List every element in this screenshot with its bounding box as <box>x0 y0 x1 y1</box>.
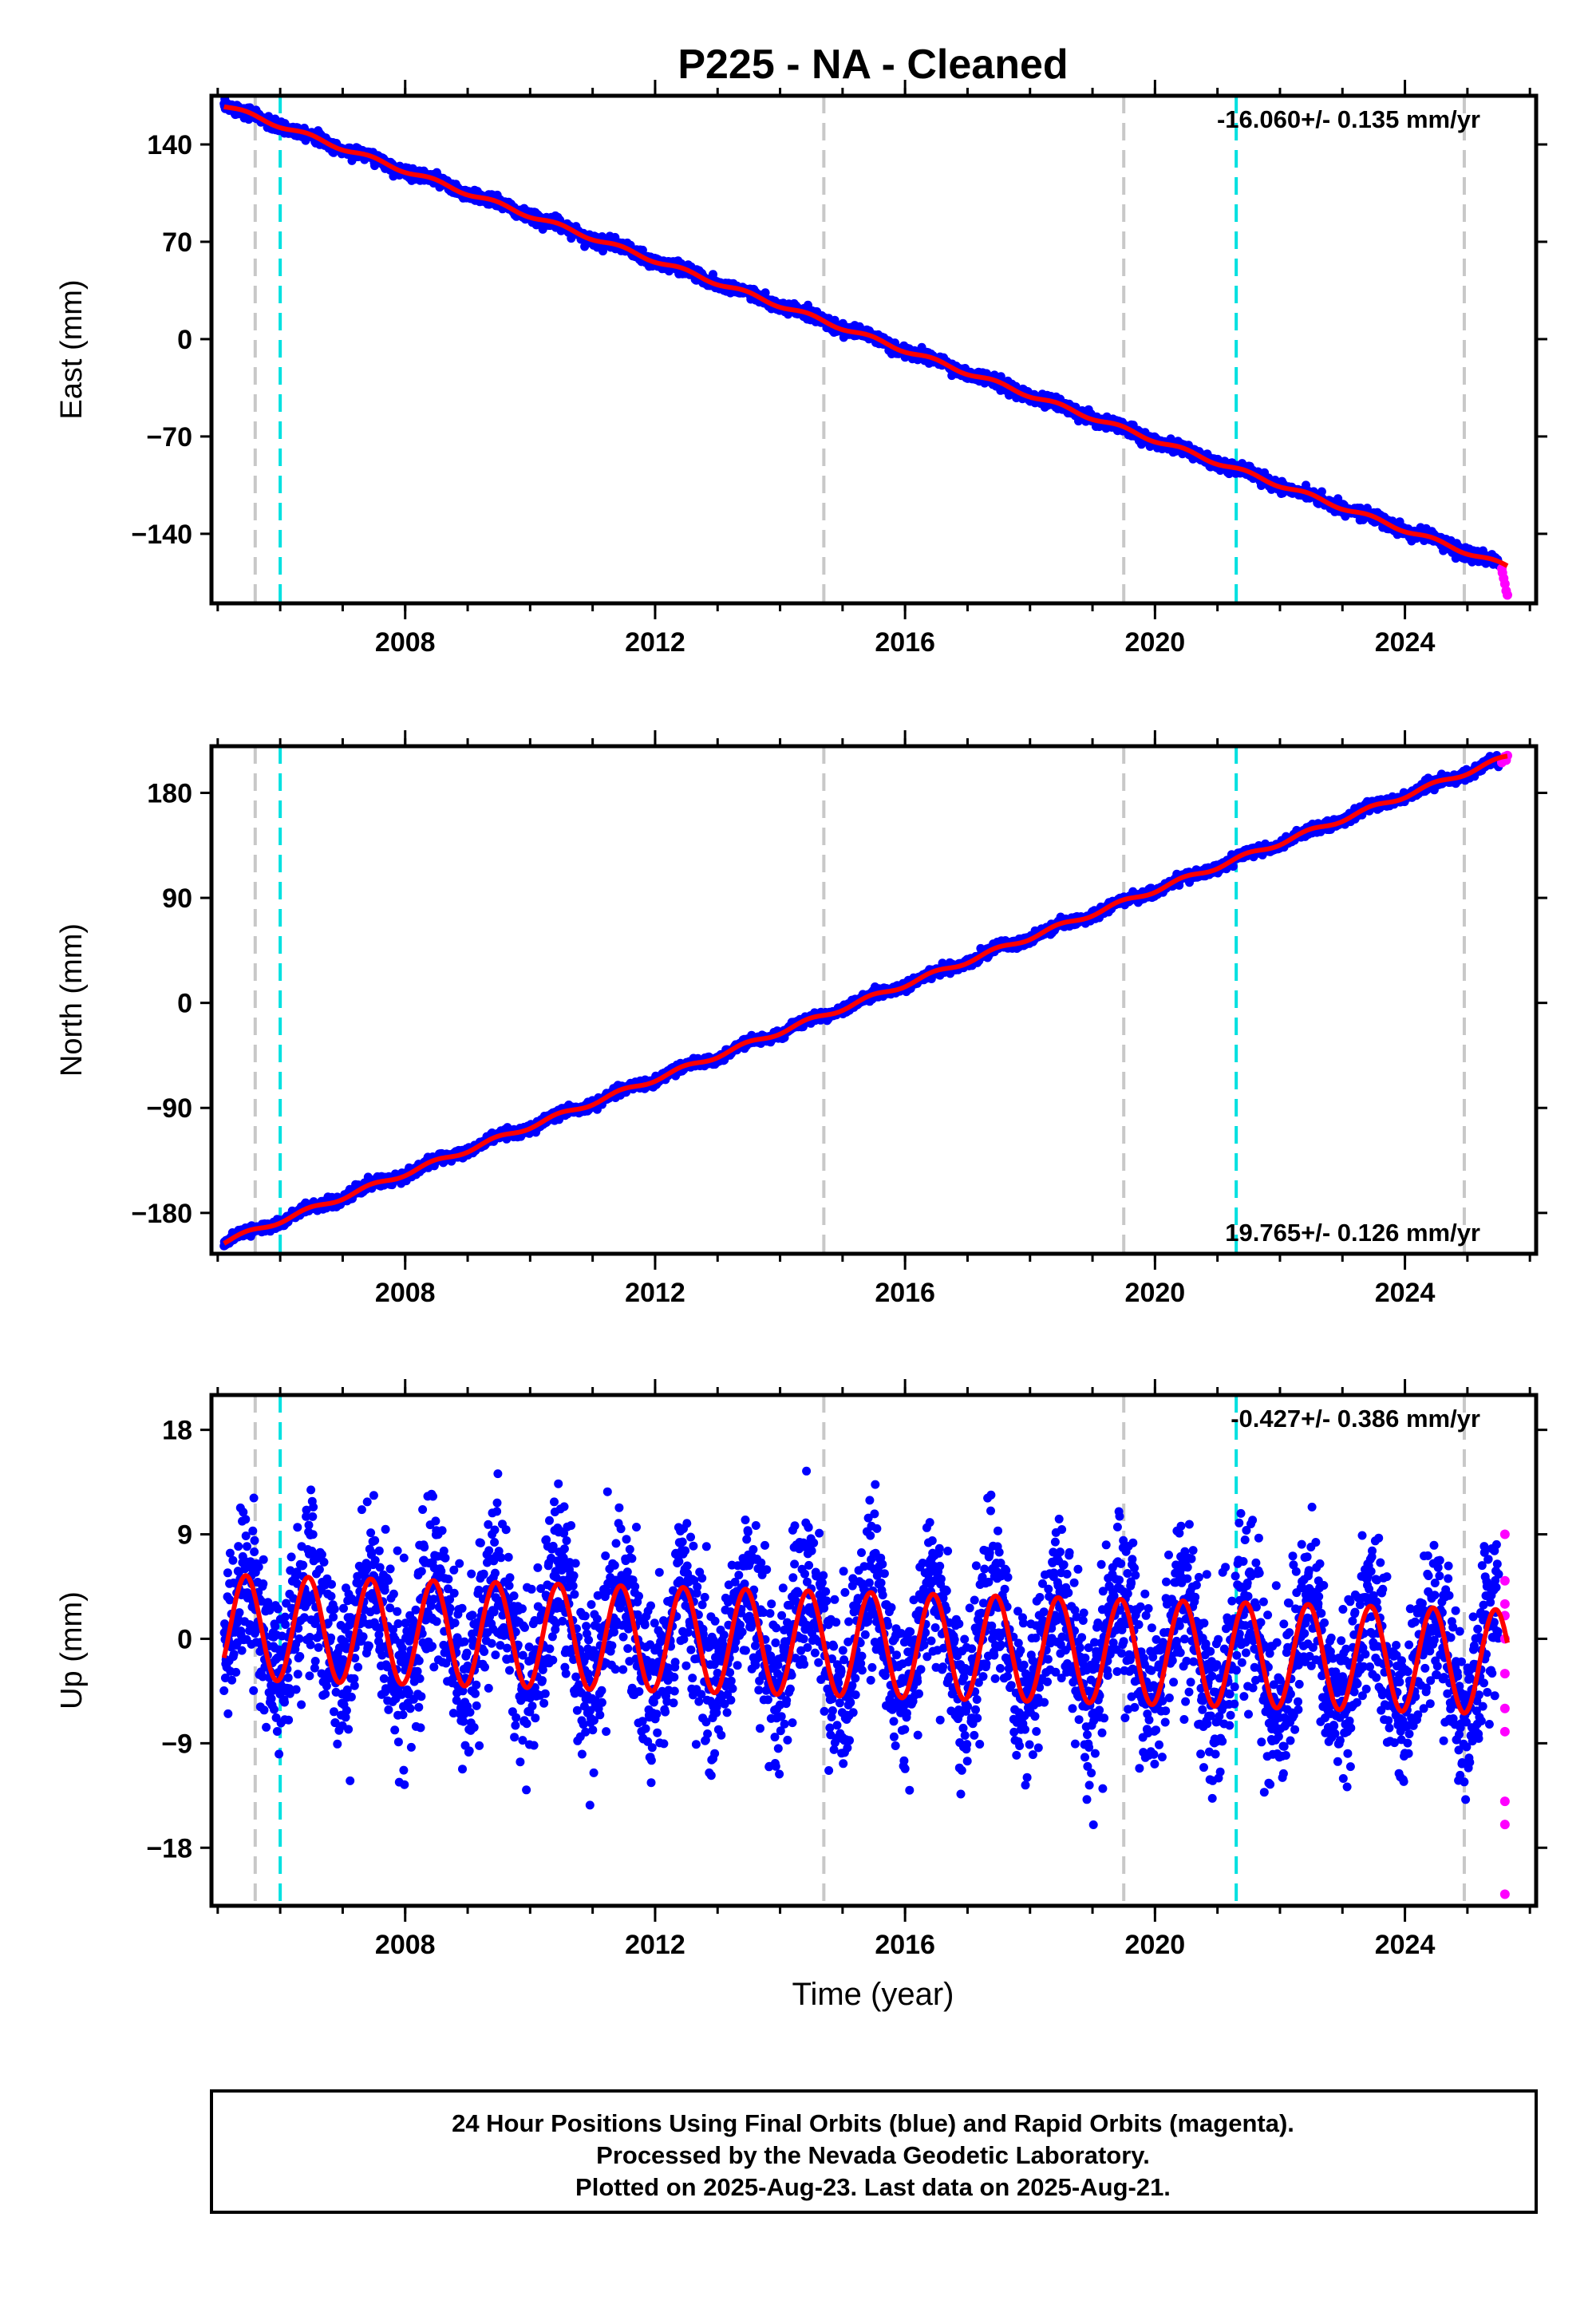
east-plot-area <box>219 96 1512 603</box>
y-tick-label: −140 <box>131 520 192 550</box>
x-tick-label: 2008 <box>375 627 436 658</box>
y-tick-label: 70 <box>162 227 192 258</box>
x-tick-label: 2012 <box>625 627 685 658</box>
data-point-rapid <box>1502 590 1512 600</box>
x-tick-label: 2016 <box>875 627 935 658</box>
y-tick-label: 140 <box>147 130 192 160</box>
north-plot-area <box>219 746 1512 1254</box>
y-tick-label: −70 <box>146 422 192 453</box>
x-tick-label: 2024 <box>1375 627 1436 658</box>
east-frame <box>209 93 1539 606</box>
y-tick-label: 0 <box>177 325 192 355</box>
east-y-axis-label: East (mm) <box>55 279 89 419</box>
data-point-rapid <box>1497 567 1507 578</box>
x-tick-label: 2020 <box>1125 627 1186 658</box>
east-rate-label: -16.060+/- 0.135 mm/yr <box>1217 105 1480 133</box>
east-panel: 140 70 0 −70 −140 2008 2012 2016 2020 2024 East (m… <box>55 80 1547 658</box>
figure-title: P225 - NA - Cleaned <box>678 41 1068 88</box>
model-curve <box>223 104 1509 568</box>
data-point-final <box>1317 487 1326 496</box>
